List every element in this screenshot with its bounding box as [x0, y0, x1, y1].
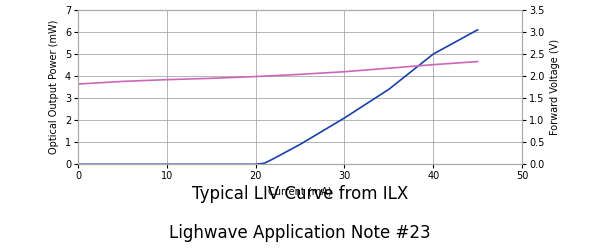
Text: Lighwave Application Note #23: Lighwave Application Note #23 — [169, 224, 431, 242]
Y-axis label: Optical Output Power (mW): Optical Output Power (mW) — [49, 20, 59, 154]
X-axis label: Current (mA): Current (mA) — [268, 187, 332, 197]
Y-axis label: Forward Voltage (V): Forward Voltage (V) — [550, 39, 560, 135]
Text: Typical LIV Curve from ILX: Typical LIV Curve from ILX — [192, 185, 408, 203]
